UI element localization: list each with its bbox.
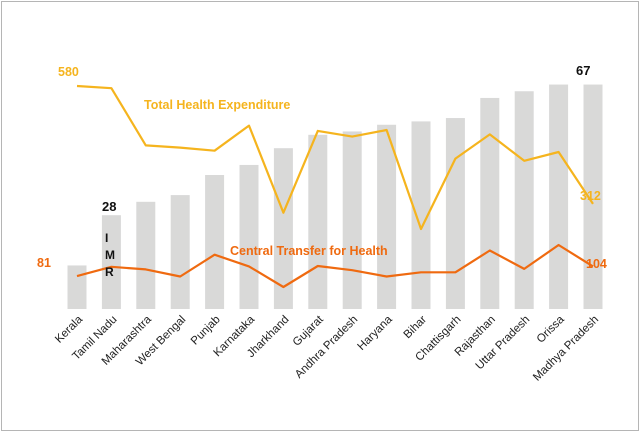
imr-bar-kerala: [67, 265, 87, 309]
imr-bar-west-bengal: [170, 195, 190, 309]
ct-series-name-label: Central Transfer for Health: [230, 244, 388, 258]
imr-axis-letter-m: M: [105, 248, 115, 262]
imr-tamil-nadu-value-label: 28: [102, 199, 116, 214]
x-tick-orissa: Orissa: [535, 313, 567, 345]
imr-bar-andhra-pradesh: [342, 131, 362, 309]
imr-bar-jharkhand: [273, 148, 293, 309]
imr-bars: [67, 84, 603, 310]
x-tick-punjab: Punjab: [189, 314, 223, 348]
imr-bar-haryana: [377, 124, 397, 309]
the-first-value-label: 580: [58, 65, 79, 79]
the-series-name-label: Total Health Expenditure: [144, 98, 290, 112]
imr-bar-maharashtra: [136, 201, 156, 309]
imr-bar-punjab: [205, 175, 225, 309]
imr-last-value-label: 67: [576, 63, 590, 78]
imr-bar-bihar: [411, 121, 431, 310]
x-tick-bihar: Bihar: [402, 314, 430, 342]
x-tick-madhya-pradesh: Madhya Pradesh: [531, 314, 601, 384]
imr-bar-gujarat: [308, 134, 328, 309]
imr-bar-tamil-nadu: [101, 215, 121, 309]
imr-axis-letter-i: I: [105, 231, 108, 245]
ct-first-value-label: 81: [37, 256, 51, 270]
imr-axis-letter-r: R: [105, 265, 114, 279]
ct-last-value-label: 104: [586, 257, 607, 271]
the-last-value-label: 312: [580, 189, 601, 203]
imr-bar-rajasthan: [480, 97, 500, 309]
imr-bar-chattisgarh: [445, 118, 465, 309]
x-tick-kerala: Kerala: [53, 313, 85, 345]
imr-bar-karnataka: [239, 164, 259, 309]
x-tick-andhra-pradesh: Andhra Pradesh: [293, 314, 360, 381]
data-labels: 580 312 Total Health Expenditure 81 104 Centr…: [37, 63, 607, 279]
central-transfer-line: [76, 243, 594, 289]
imr-bar-uttar-pradesh: [514, 91, 534, 309]
total-health-expenditure-line: [76, 84, 594, 231]
x-tick-haryana: Haryana: [355, 313, 395, 353]
imr-bar-madhya-pradesh: [583, 84, 603, 309]
imr-bar-orissa: [549, 84, 569, 309]
